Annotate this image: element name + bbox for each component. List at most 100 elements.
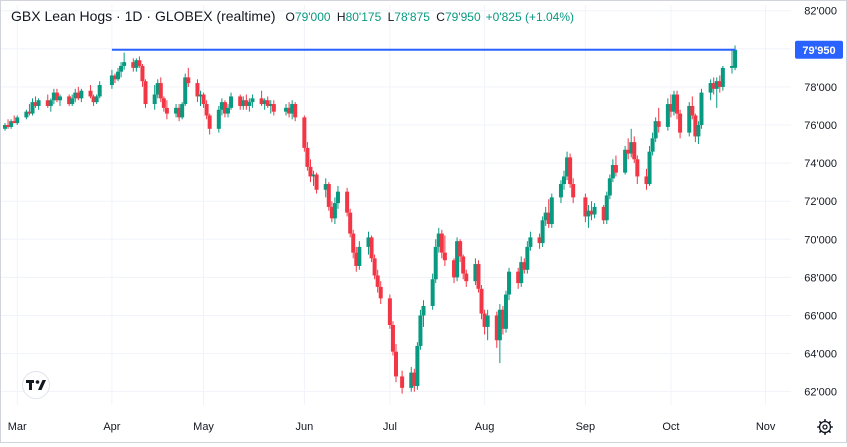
candle-body [473, 264, 478, 282]
symbol-title[interactable]: GBX Lean Hogs · 1D · GLOBEX (realtime) [11, 8, 276, 24]
candle-body [394, 351, 398, 377]
candle-body [204, 104, 209, 116]
high-label: H [336, 10, 346, 24]
y-tick-label: 76'000 [804, 120, 837, 132]
candle-body [604, 195, 609, 221]
candle-body [225, 107, 230, 114]
candle-body [623, 149, 628, 173]
y-tick-label: 74'000 [804, 158, 837, 170]
candle-body [345, 191, 350, 213]
last-price-label: 79'950 [795, 40, 843, 59]
candle-body [418, 315, 423, 346]
candle-body [583, 197, 588, 217]
candle-body [412, 372, 417, 386]
candle-body [94, 96, 99, 103]
candle-body [650, 138, 655, 152]
candle-body [372, 258, 377, 276]
candle-body [678, 113, 683, 133]
candle-body [207, 115, 212, 129]
candle-body [265, 100, 270, 106]
candle-body [485, 315, 490, 327]
candle-body [455, 241, 460, 278]
candle-body [430, 279, 435, 306]
candle-body [45, 100, 50, 106]
low-label: L [387, 10, 395, 24]
price-axis[interactable]: 62'000 64'000 66'000 68'000 70'000 72'000 74'0… [804, 6, 837, 399]
candle-body [302, 117, 307, 148]
candle-body [503, 294, 508, 329]
candle-body [259, 98, 264, 105]
x-tick-label: Oct [662, 421, 679, 433]
candle-body [33, 102, 38, 106]
candle-body [415, 345, 420, 386]
candle-body [335, 191, 340, 204]
candle-body [592, 206, 597, 215]
candle-body [9, 121, 14, 127]
candle-body [632, 142, 637, 160]
candle-body [452, 260, 457, 278]
candle-body [436, 233, 441, 247]
y-tick-label: 70'000 [804, 234, 837, 246]
candle-body [497, 309, 502, 341]
candle-body [357, 246, 362, 266]
candle-body [271, 104, 276, 112]
candle-body [629, 142, 634, 154]
open-label: O [285, 10, 295, 24]
candle-body [675, 94, 680, 114]
close-label: C [436, 10, 445, 24]
last-price-text: 79'950 [802, 45, 835, 57]
y-tick-label: 62'000 [804, 387, 837, 399]
y-tick-label: 72'000 [804, 196, 837, 208]
candle-body [201, 94, 206, 105]
candle-body [476, 264, 481, 289]
candle-body [323, 184, 328, 190]
candle-body [293, 104, 298, 118]
candle-body [714, 81, 719, 89]
candle-body [158, 83, 163, 99]
x-tick-label: Nov [756, 421, 776, 433]
candle-body [140, 65, 145, 82]
candle-body [730, 65, 735, 68]
candle-body [400, 376, 405, 388]
candle-body [238, 96, 243, 106]
candle-body [537, 237, 542, 244]
price-change: +0'825 (+1.04%) [485, 10, 574, 24]
candle-body [589, 210, 594, 215]
y-tick-label: 68'000 [804, 272, 837, 284]
candle-body [366, 237, 371, 247]
x-tick-label: Aug [475, 421, 495, 433]
candle-body [137, 60, 142, 66]
symbol-legend: GBX Lean Hogs · 1D · GLOBEX (realtime) O… [11, 8, 574, 24]
candle-body [134, 60, 139, 68]
candle-body [131, 62, 136, 68]
candle-body [161, 98, 166, 108]
last-price-badge [795, 40, 843, 59]
time-axis[interactable]: Mar Apr May Jun Jul Aug Sep Oct Nov [8, 421, 776, 433]
candle-body [568, 157, 573, 185]
candle-body [30, 102, 35, 114]
candle-body [290, 104, 295, 114]
candle-body [3, 125, 7, 129]
candle-body [528, 237, 533, 247]
candle-body [250, 98, 255, 103]
candle-body [369, 237, 374, 259]
candle-body [186, 77, 191, 84]
candle-body [67, 96, 72, 105]
gear-icon[interactable] [817, 419, 833, 435]
candle-body [79, 90, 84, 99]
y-tick-label: 66'000 [804, 310, 837, 322]
candle-body [112, 75, 117, 80]
candle-body [57, 96, 62, 101]
x-tick-label: Jul [383, 421, 397, 433]
candle-body [522, 262, 527, 270]
candle-body [314, 174, 319, 190]
candle-body [88, 90, 93, 97]
tradingview-logo-icon[interactable] [19, 371, 53, 399]
candle-body [116, 71, 121, 80]
candle-body [183, 77, 188, 105]
candle-body [656, 121, 661, 127]
candle-body [525, 246, 530, 270]
ohlc-values: O79'000 H80'175 L78'875 C79'950 [286, 10, 484, 24]
